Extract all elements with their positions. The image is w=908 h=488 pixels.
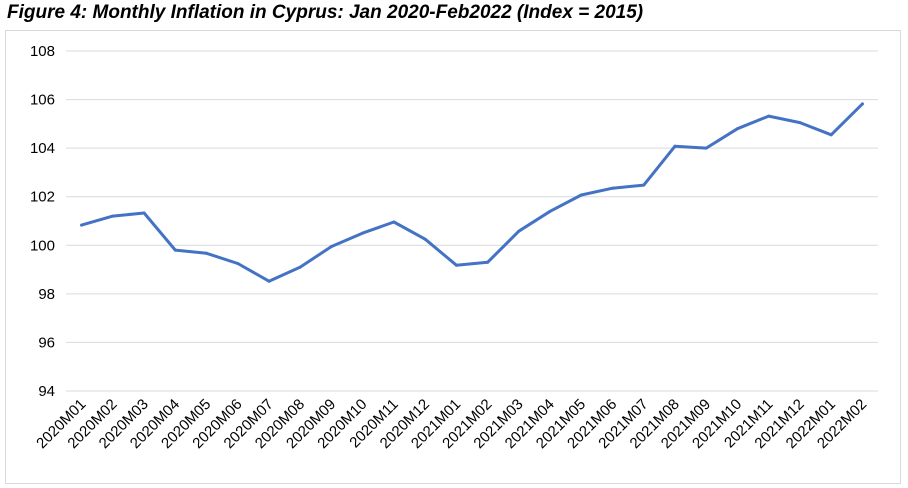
y-tick-label: 98	[38, 286, 55, 303]
data-point	[298, 265, 302, 269]
data-point	[205, 251, 209, 255]
data-point	[579, 193, 583, 197]
data-point	[361, 231, 365, 235]
y-tick-label: 94	[38, 383, 55, 400]
data-point	[454, 263, 458, 267]
y-tick-label: 102	[30, 189, 55, 206]
data-point	[611, 186, 615, 190]
data-point	[642, 183, 646, 187]
data-point	[423, 237, 427, 241]
gridlines	[66, 50, 878, 392]
data-point	[173, 248, 177, 252]
data-point	[829, 133, 833, 137]
data-point	[486, 260, 490, 264]
data-point	[767, 114, 771, 118]
data-point	[111, 214, 115, 218]
chart-title: Figure 4: Monthly Inflation in Cyprus: J…	[7, 2, 644, 23]
y-axis-ticks: 94 96 98 100 102 104 106 108	[30, 43, 55, 400]
data-point	[329, 245, 333, 248]
y-tick-label: 104	[30, 140, 55, 157]
series-layer	[80, 102, 864, 283]
data-point	[860, 102, 864, 106]
y-tick-label: 100	[30, 237, 55, 254]
series-line-0	[80, 102, 864, 283]
data-point	[548, 209, 552, 213]
y-tick-label: 96	[38, 334, 55, 351]
y-tick-label: 106	[30, 92, 55, 109]
data-point	[798, 121, 802, 125]
data-point	[267, 279, 271, 283]
data-point	[517, 229, 521, 233]
data-point	[142, 211, 146, 215]
y-tick-label: 108	[30, 43, 55, 60]
data-point	[735, 127, 739, 131]
data-point	[80, 223, 84, 227]
x-axis-ticks: 2020M012020M022020M032020M042020M052020M…	[33, 396, 870, 452]
data-point	[392, 220, 396, 224]
data-point	[673, 144, 677, 148]
chart-frame	[5, 30, 901, 484]
data-point	[704, 146, 708, 150]
data-point	[236, 262, 240, 265]
